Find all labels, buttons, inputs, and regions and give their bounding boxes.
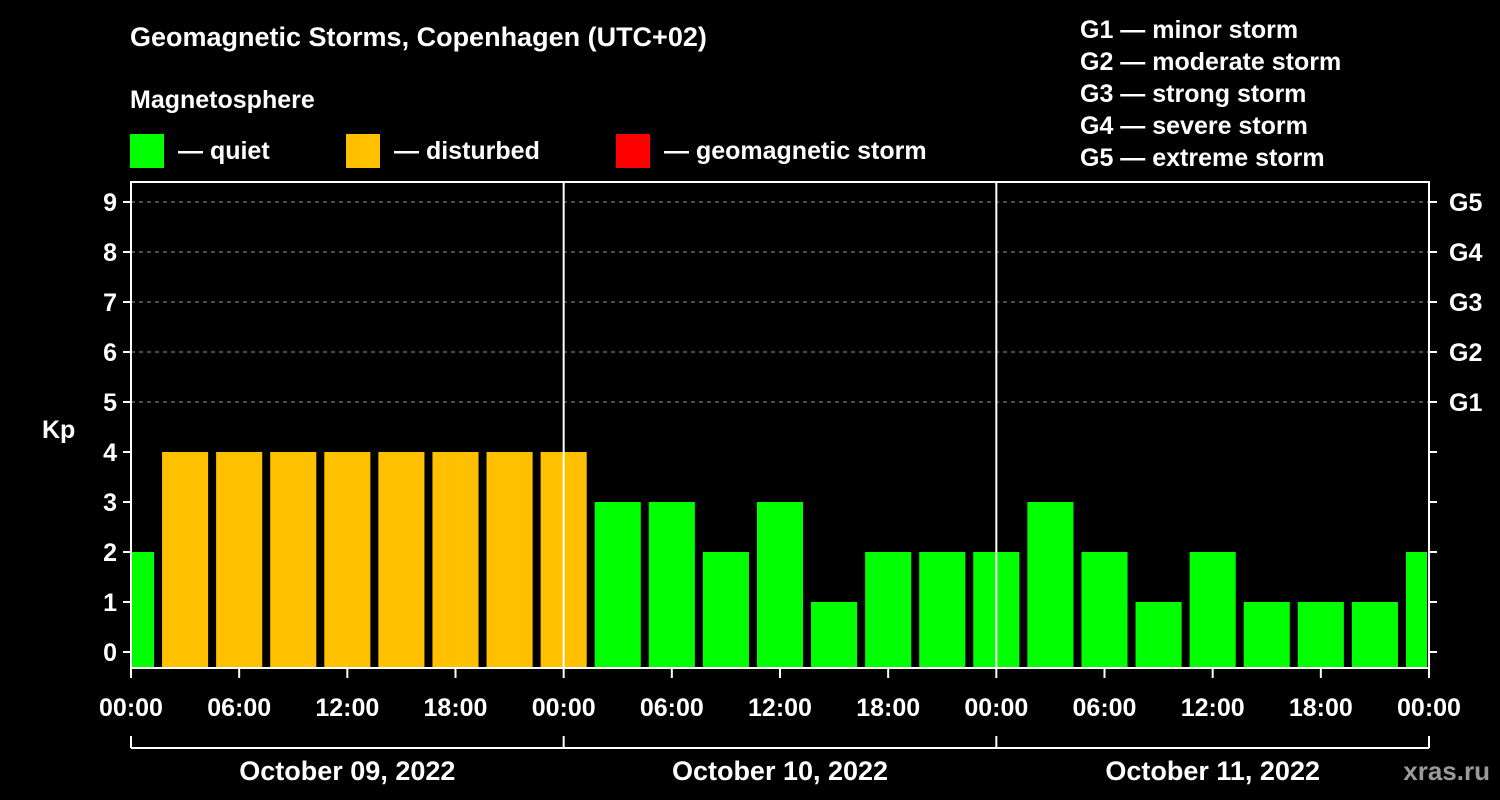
y-tick-label: 3: [103, 489, 117, 517]
date-label: October 10, 2022: [672, 756, 888, 786]
chart-labels: 0 1 2 3 4 5 6 7 8 9 G1 G2 G3 G4 G5 Kp 00:00 06:00 12:00 18:…: [42, 189, 1482, 786]
kp-bar: [378, 452, 425, 668]
y-tick-label: 0: [103, 639, 117, 667]
g-scale-label: G4: [1449, 239, 1482, 267]
y-tick-label: 5: [103, 389, 117, 417]
storm-scale-legend: G1 — minor storm G2 — moderate storm G3 …: [1080, 14, 1341, 174]
y-axis-label: Kp: [42, 416, 75, 444]
x-tick-label: 00:00: [1397, 694, 1461, 722]
y-tick-label: 6: [103, 339, 117, 367]
y-tick-label: 1: [103, 589, 117, 617]
kp-bar: [811, 602, 858, 668]
legend-label-storm: — geomagnetic storm: [664, 136, 927, 165]
kp-bar: [756, 502, 804, 668]
x-tick-label: 06:00: [640, 694, 704, 722]
kp-bar: [1027, 502, 1074, 668]
scale-g3: G3 — strong storm: [1080, 80, 1307, 108]
date-label: October 11, 2022: [1105, 756, 1320, 786]
kp-bar: [432, 452, 479, 668]
y-tick-label: 4: [103, 439, 117, 467]
x-tick-label: 00:00: [532, 694, 596, 722]
watermark: xras.ru: [1403, 756, 1490, 786]
kp-bars: [131, 452, 1427, 668]
kp-bar: [1351, 602, 1398, 668]
x-tick-label: 12:00: [1181, 694, 1245, 722]
x-tick-label: 12:00: [315, 694, 379, 722]
x-tick-label: 00:00: [964, 694, 1028, 722]
x-tick-label: 06:00: [207, 694, 271, 722]
g-scale-label: G1: [1449, 389, 1482, 417]
x-tick-label: 00:00: [99, 694, 163, 722]
kp-bar: [594, 502, 641, 668]
scale-g4: G4 — severe storm: [1080, 112, 1308, 140]
g-scale-label: G5: [1449, 189, 1482, 217]
legend-swatch-storm: [616, 134, 650, 168]
kp-bar: [1189, 552, 1236, 668]
kp-bar: [1135, 602, 1182, 668]
scale-g1: G1 — minor storm: [1080, 16, 1299, 44]
kp-bar: [324, 452, 371, 668]
scale-g2: G2 — moderate storm: [1080, 48, 1342, 76]
kp-bar: [919, 552, 966, 668]
y-tick-label: 9: [103, 189, 117, 217]
legend-swatch-disturbed: [346, 134, 380, 168]
kp-bar: [1405, 552, 1427, 668]
legend-disturbed: — disturbed: [346, 134, 540, 168]
magnetosphere-heading: Magnetosphere: [130, 86, 315, 114]
g-scale-label: G3: [1449, 289, 1482, 317]
kp-bar: [702, 552, 749, 668]
x-tick-label: 18:00: [1289, 694, 1353, 722]
y-tick-label: 8: [103, 239, 117, 267]
kp-bar: [1243, 602, 1290, 668]
kp-bar: [486, 452, 533, 668]
kp-bar: [865, 552, 912, 668]
kp-bar: [216, 452, 263, 668]
kp-bar: [1297, 602, 1344, 668]
x-tick-label: 18:00: [856, 694, 920, 722]
legend-storm: — geomagnetic storm: [616, 134, 927, 168]
g-scale-label: G2: [1449, 339, 1482, 367]
legend-swatch-quiet: [130, 134, 164, 168]
scale-g5: G5 — extreme storm: [1080, 144, 1325, 172]
kp-bar: [1081, 552, 1128, 668]
legend-quiet: — quiet: [130, 134, 270, 168]
page-title: Geomagnetic Storms, Copenhagen (UTC+02): [130, 22, 707, 52]
kp-bar: [270, 452, 317, 668]
kp-bar: [131, 552, 155, 668]
legend-label-disturbed: — disturbed: [394, 136, 540, 165]
x-tick-label: 12:00: [748, 694, 812, 722]
date-label: October 09, 2022: [239, 756, 455, 786]
y-tick-label: 2: [103, 539, 117, 567]
kp-bar: [162, 452, 209, 668]
x-tick-label: 06:00: [1073, 694, 1137, 722]
y-tick-label: 7: [103, 289, 117, 317]
x-tick-label: 18:00: [424, 694, 488, 722]
legend-label-quiet: — quiet: [178, 136, 270, 165]
chart-gridlines: [131, 201, 1429, 403]
kp-bar: [648, 502, 695, 668]
chart-axes: [123, 181, 1437, 749]
